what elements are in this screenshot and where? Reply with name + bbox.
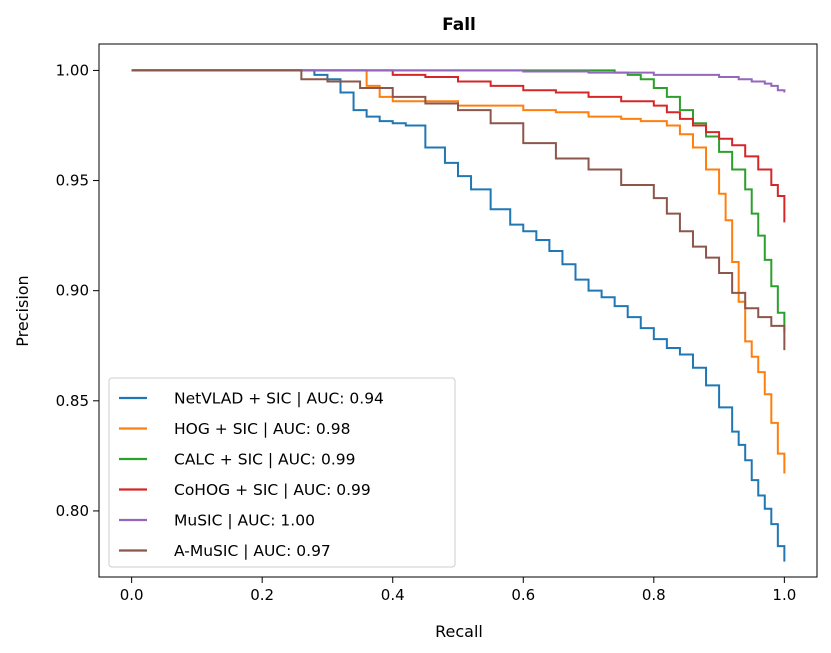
series-line-5 [131,69,786,351]
series-line-1 [131,69,786,474]
legend-label: HOG + SIC | AUC: 0.98 [174,420,350,438]
x-tick-label: 0.8 [642,586,666,604]
x-tick-label: 1.0 [772,586,796,604]
legend: NetVLAD + SIC | AUC: 0.94 HOG + SIC | AUC… [108,377,456,568]
y-tick-label: 1.00 [56,61,89,79]
chart-title: Fall [442,15,476,35]
y-tick-label: 0.80 [56,502,89,520]
legend-label: CoHOG + SIC | AUC: 0.99 [174,481,371,499]
x-tick-label: 0.0 [120,586,144,604]
legend-label: CALC + SIC | AUC: 0.99 [174,451,355,469]
series-line-3 [131,69,786,223]
x-axis-ticks: 0.0 0.2 0.4 0.6 0.8 1.0 [120,577,796,604]
series-layer [131,69,786,562]
y-axis-ticks: 0.80 0.85 0.90 0.95 1.00 [56,61,99,520]
legend-box [108,377,456,568]
legend-label: NetVLAD + SIC | AUC: 0.94 [174,390,384,408]
legend-label: A-MuSIC | AUC: 0.97 [174,542,331,560]
x-tick-label: 0.2 [250,586,274,604]
y-tick-label: 0.95 [56,172,89,190]
x-tick-label: 0.4 [381,586,405,604]
x-tick-label: 0.6 [511,586,535,604]
x-axis-label: Recall [435,622,483,641]
plot-frame [98,43,818,578]
legend-label: MuSIC | AUC: 1.00 [174,512,315,530]
y-tick-label: 0.90 [56,282,89,300]
series-line-4 [131,69,786,93]
y-axis-label: Precision [13,275,32,346]
series-line-0 [131,69,786,562]
y-tick-label: 0.85 [56,392,89,410]
